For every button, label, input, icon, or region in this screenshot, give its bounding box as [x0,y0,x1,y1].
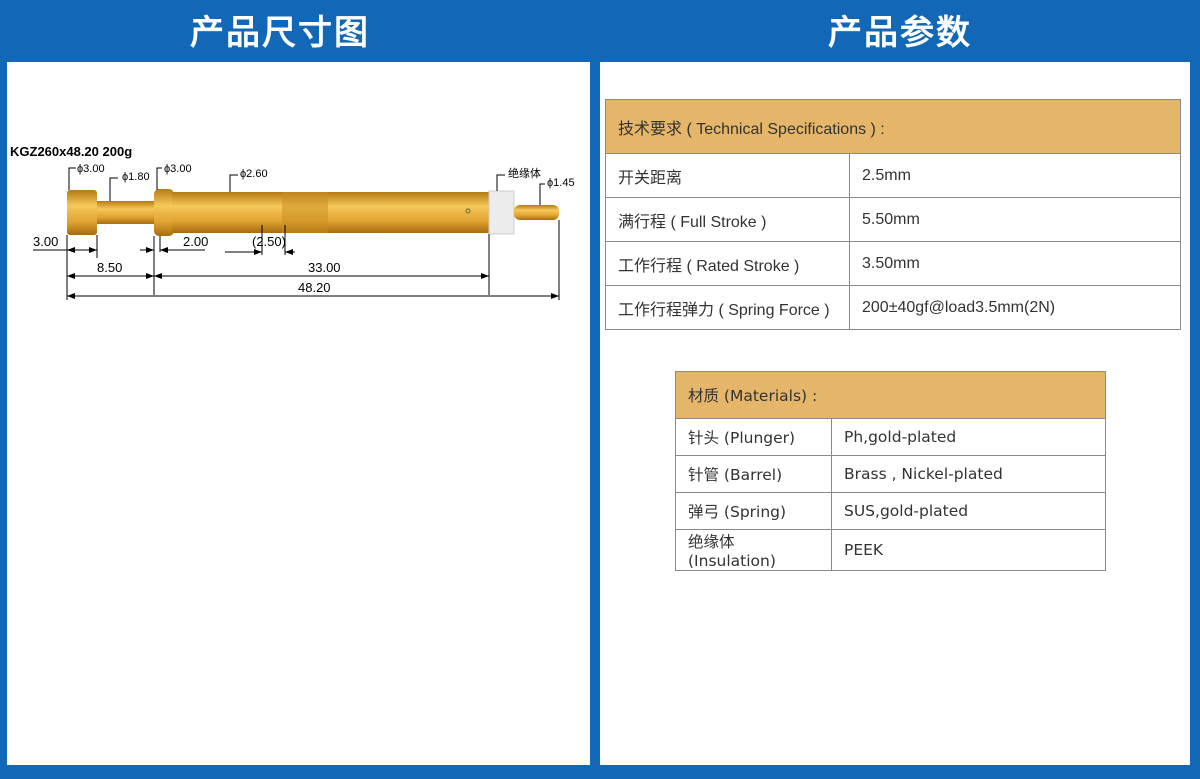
dim-barrel: 33.00 [308,260,341,275]
table-row: 开关距离 2.5mm [605,153,1181,198]
dia-label: ϕ2.60 [240,168,268,180]
table-row: 弹弓 (Spring) SUS,gold-plated [675,492,1106,530]
material-value: Ph,gold-plated [831,418,1106,456]
spec-value: 2.5mm [849,153,1181,198]
spec-value: 200±40gf@load3.5mm(2N) [849,285,1181,330]
spec-header: 技术要求 ( Technical Specifications ) : [605,99,1181,154]
spec-label: 满行程 ( Full Stroke ) [605,197,850,242]
table-row: 工作行程弹力 ( Spring Force ) 200±40gf@load3.5m… [605,285,1181,330]
spec-label: 工作行程 ( Rated Stroke ) [605,241,850,286]
materials-header: 材质 (Materials) : [675,371,1106,419]
dia-label: ϕ1.80 [122,171,150,183]
table-row: 工作行程 ( Rated Stroke ) 3.50mm [605,241,1181,286]
material-label: 针管 (Barrel) [675,455,832,493]
insulation-label: 绝缘体 [508,166,541,180]
table-row: 满行程 ( Full Stroke ) 5.50mm [605,197,1181,242]
dia-label: ϕ3.00 [77,163,105,175]
tip-plunger [514,205,559,220]
table-row: 针管 (Barrel) Brass , Nickel-plated [675,455,1106,493]
barrel [172,192,489,233]
right-section-title: 产品参数 [828,13,972,53]
spec-label: 工作行程弹力 ( Spring Force ) [605,285,850,330]
material-label: 绝缘体 (Insulation) [675,529,832,571]
material-value: Brass , Nickel-plated [831,455,1106,493]
materials-table: 材质 (Materials) : 针头 (Plunger) Ph,gold-pla… [675,371,1106,571]
dim-travel: (2.50) [252,234,286,249]
dim-head: 3.00 [33,234,58,249]
spec-label: 开关距离 [605,153,850,198]
dim-total: 48.20 [298,280,331,295]
spec-value: 3.50mm [849,241,1181,286]
probe-drawing: KGZ260x48.20 200g ϕ3.00 ϕ1.80 ϕ3.00 ϕ2.6… [10,144,575,300]
dim-plunger: 8.50 [97,260,122,275]
dimension-panel [7,62,590,765]
table-row: 绝缘体 (Insulation) PEEK [675,529,1106,571]
dim-collar: 2.00 [183,234,208,249]
dia-label: ϕ1.45 [547,177,575,189]
plunger-head [67,190,97,235]
dia-label: ϕ3.00 [164,163,192,175]
material-value: SUS,gold-plated [831,492,1106,530]
spec-value: 5.50mm [849,197,1181,242]
spec-table: 技术要求 ( Technical Specifications ) : 开关距离… [605,99,1181,330]
material-label: 弹弓 (Spring) [675,492,832,530]
table-row: 针头 (Plunger) Ph,gold-plated [675,418,1106,456]
material-label: 针头 (Plunger) [675,418,832,456]
material-value: PEEK [831,529,1106,571]
model-label: KGZ260x48.20 200g [10,144,132,159]
plunger-shaft [97,201,155,224]
left-section-title: 产品尺寸图 [190,13,370,53]
insulator [488,190,515,235]
barrel-collar [154,189,174,236]
